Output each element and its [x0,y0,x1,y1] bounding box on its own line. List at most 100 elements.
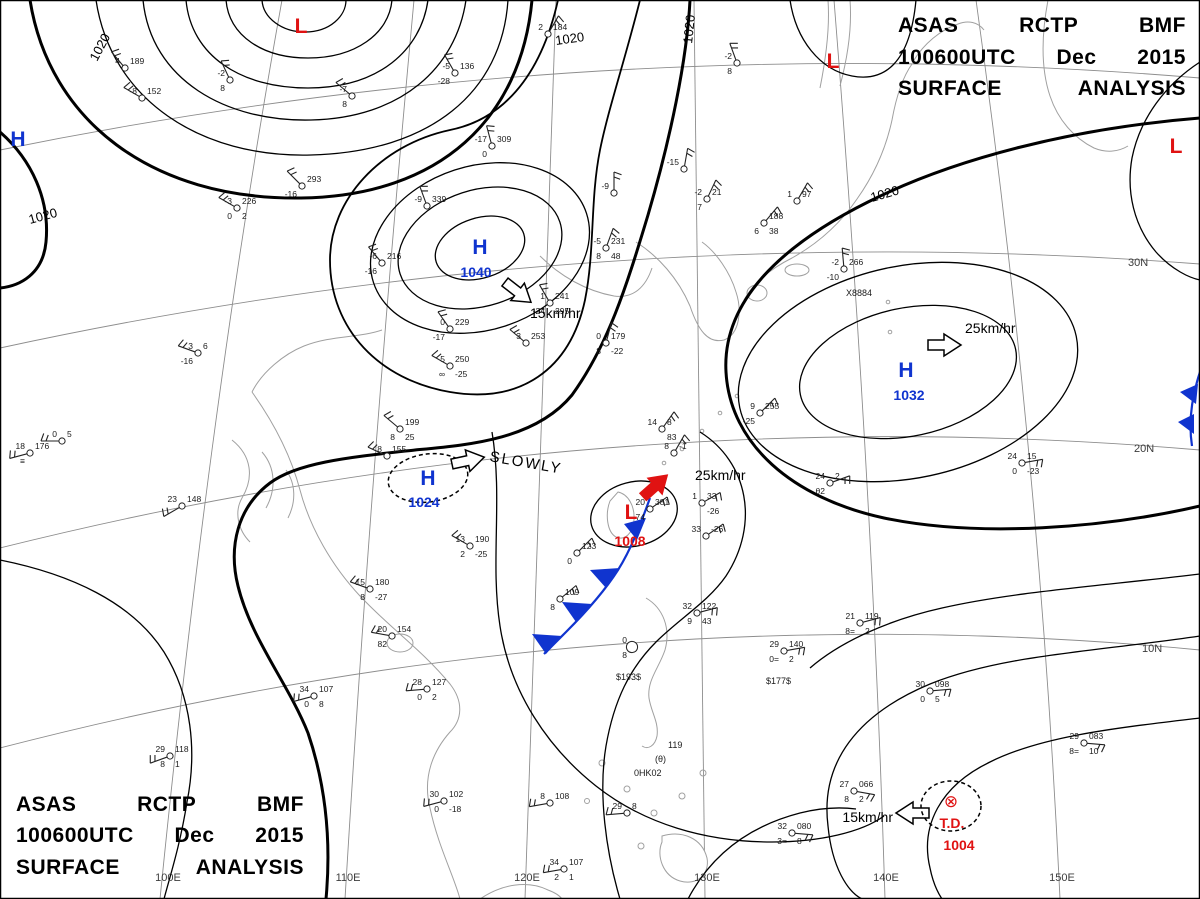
station-plot: -2 21 7 [694,179,722,212]
station-value: -2 [694,187,702,197]
station-value: 8 [797,836,802,846]
station-plot: 27 066 8 2 [840,779,876,804]
isobar [809,573,1200,669]
station-plot: -2 8 [724,42,741,76]
station-value: 8 [667,417,672,427]
title-word: ASAS [898,14,959,37]
isobar [369,162,591,334]
wind-barb [444,54,454,71]
station-value: 9 [687,616,692,626]
station-value: 0 [920,694,925,704]
station-plot: 5 250 ∞ -25 [431,349,469,379]
wind-barb [1087,742,1105,746]
station-value: 199 [405,417,419,427]
station-value: 231 [611,236,625,246]
station-value: 0 [482,149,487,159]
station-value: -10 [827,272,840,282]
station-value: 3= [777,836,787,846]
station-value: -9 [601,181,609,191]
station-value: 2 [835,471,840,481]
station-value: 8 [664,441,669,451]
station-plot: 1 241 -24 295 [533,282,569,316]
meridian-120e [524,0,557,899]
wind-barb [383,415,398,428]
wind-barb [856,790,875,796]
station-value: 8 [360,592,365,602]
td-label: T.D. [940,815,965,831]
station-value: 0 [596,331,601,341]
station-plot: 199 8 25 [383,411,419,442]
ship-report-label: $193$ [616,672,641,682]
station-plot: 34 107 2 1 [542,857,583,882]
station-value: 0 [434,804,439,814]
station-plot: 14 8 83 [648,411,680,442]
wind-barb [832,475,850,483]
station-value: -8 [129,86,137,96]
station-value: 189 [130,56,144,66]
pressure-center: H [10,128,25,151]
station-value: 25 [405,432,415,442]
station-value: 253 [531,331,545,341]
motion-label: 25km/hr [695,467,746,483]
station-value: 43 [702,616,712,626]
station-value: 119 [865,611,879,621]
isobar-label-1020: 1020 [680,14,698,44]
station-value: 1 [692,491,697,501]
station-plot: 15 180 8 -27 [349,575,389,602]
station-value: 266 [849,257,863,267]
title-word: SURFACE [898,77,1002,100]
station-value: 0= [769,654,779,664]
station-value: 108 [555,791,569,801]
meridian-150e [975,0,1061,899]
station-value: 9 [750,401,755,411]
wind-barb [795,832,813,836]
station-value: 20 [636,497,646,507]
station-value: 29 [156,744,166,754]
station-value: -16 [365,266,378,276]
station-value: 13 [456,534,466,544]
station-value: 6 [203,341,208,351]
station-value: -5 [593,236,601,246]
station-value: 5 [440,354,445,364]
station-value: 15 [356,577,366,587]
h1024-movement-arrow [450,448,486,473]
station-value: 29 [1070,731,1080,741]
station-plot: -5 136 -28 [438,52,474,86]
wind-barb [486,125,492,144]
station-value: -3 [224,196,232,206]
station-value: 140 [789,639,803,649]
station-value: 8= [845,626,855,636]
title-word: RCTP [137,792,197,816]
cold-front-triangle [1178,414,1194,434]
meridian-100e [159,0,283,899]
station-value: 102 [449,789,463,799]
station-plot: 20 381 74 [636,496,670,522]
station-value: 20 [378,624,388,634]
l1008-movement-arrow [638,474,669,502]
station-plot: -9 [601,171,622,197]
isobar-label-1020: 1020 [554,29,585,48]
isobar [0,559,193,899]
title-word: Dec [1056,45,1097,69]
station-value: 295 [555,306,569,316]
station-value: 10 [1089,746,1099,756]
station-value: 8 [342,99,347,109]
coast-island [678,792,686,800]
station-value: -25 [743,416,756,426]
longitude-label: 130E [694,872,720,884]
station-value: 1 [175,759,180,769]
td-pressure-value: 1004 [943,837,974,853]
isobar [434,215,526,281]
pressure-center: L [1170,135,1183,158]
longitude-label: 140E [873,872,899,884]
wind-barb [708,523,724,535]
station-value: 8 [632,801,637,811]
station-value: 098 [935,679,949,689]
wind-barb [286,170,301,185]
title-line-2: 100600UTC Dec 2015 [898,42,1186,74]
isobar [789,0,917,78]
station-plot: 1 33 -26 [692,491,723,516]
